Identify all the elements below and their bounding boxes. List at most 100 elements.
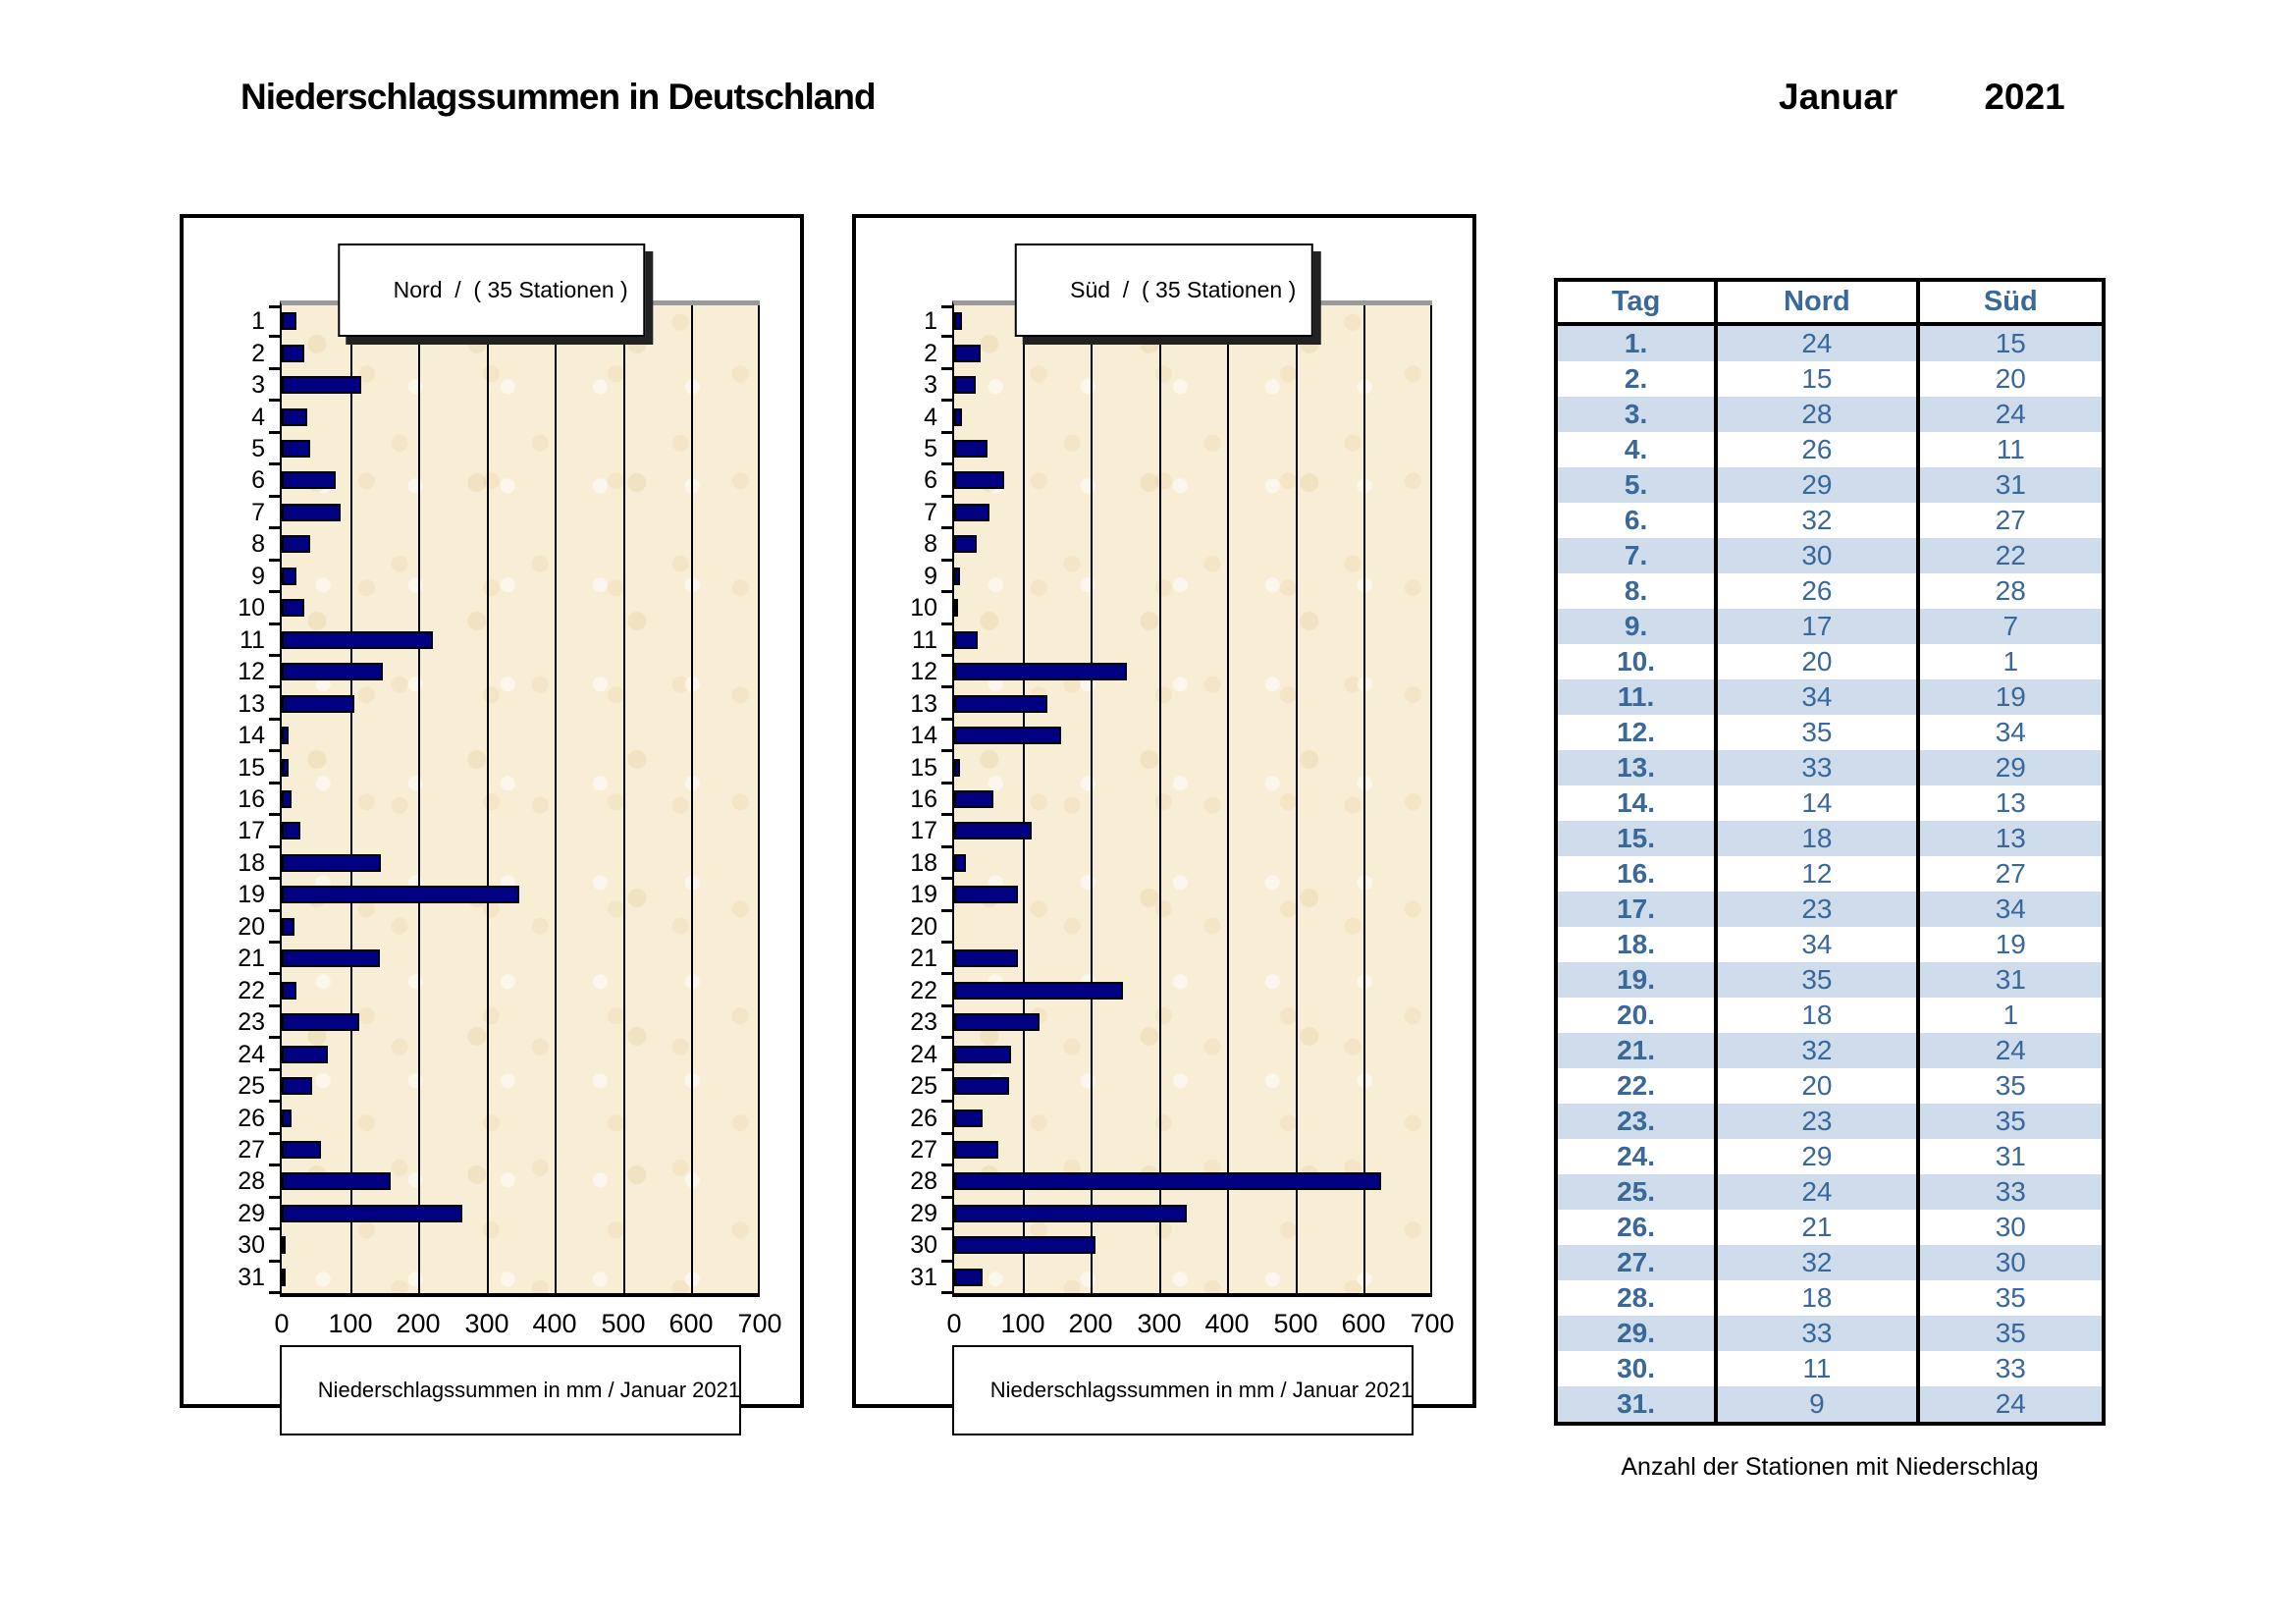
table-row: 20. 18 1 (1556, 998, 2104, 1033)
precipitation-bar (954, 854, 966, 872)
nord-count-cell: 26 (1714, 432, 1918, 467)
nord-count-cell: 28 (1714, 397, 1918, 432)
table-row: 26. 21 30 (1556, 1210, 2104, 1245)
precipitation-bar (282, 1013, 359, 1031)
day-cell: 15. (1556, 821, 1717, 856)
day-cell: 29. (1556, 1316, 1717, 1351)
sud-count-cell: 15 (1915, 324, 2104, 361)
precipitation-bar (954, 345, 981, 362)
table-row: 7. 30 22 (1556, 538, 2104, 573)
sud-axis-caption: Niederschlagssummen in mm / Januar 2021 (989, 1378, 1414, 1402)
nord-count-cell: 32 (1714, 1245, 1918, 1280)
table-row: 2. 15 20 (1556, 361, 2104, 397)
sud-count-cell: 31 (1915, 467, 2104, 503)
precipitation-bar (282, 1172, 391, 1190)
precipitation-bar (954, 535, 977, 553)
table-row: 28. 18 35 (1556, 1280, 2104, 1316)
day-axis-tick (941, 526, 954, 529)
value-axis-label: 600 (1341, 1309, 1386, 1338)
precipitation-bar (954, 759, 960, 777)
day-axis-tick (269, 1132, 282, 1135)
table-row: 17. 23 34 (1556, 892, 2104, 927)
value-axis-label: 100 (328, 1309, 373, 1338)
day-axis-tick (269, 718, 282, 721)
table-row: 1. 24 15 (1556, 324, 2104, 361)
day-axis-tick (269, 654, 282, 657)
day-axis-tick (941, 749, 954, 752)
day-cell: 7. (1556, 538, 1717, 573)
nord-count-cell: 26 (1714, 573, 1918, 609)
day-label: 5 (251, 435, 265, 462)
day-cell: 18. (1617, 929, 1656, 959)
nord-count-cell: 12 (1714, 856, 1918, 892)
gridline (1091, 305, 1093, 1293)
day-label: 12 (910, 658, 937, 685)
value-axis-label: 100 (1000, 1309, 1045, 1338)
table-row: 6. 32 27 (1556, 503, 2104, 538)
day-cell: 5. (1556, 467, 1717, 503)
table-row: 23. 23 35 (1556, 1104, 2104, 1139)
gridline (555, 305, 557, 1293)
value-axis-label: 700 (1410, 1309, 1455, 1338)
sud-count-cell: 35 (1915, 1280, 2104, 1316)
table-row: 29. 33 35 (1556, 1316, 2104, 1351)
sud-chart-title: Süd / ( 35 Stationen ) (1070, 277, 1297, 302)
day-axis-tick (269, 845, 282, 848)
day-label: 3 (251, 371, 265, 399)
sud-count-cell: 24 (1915, 1033, 2104, 1068)
table-row: 25. 24 33 (1556, 1174, 2104, 1210)
precipitation-bar (954, 504, 989, 521)
precipitation-bar (954, 471, 1004, 489)
day-cell: 9. (1556, 609, 1717, 644)
day-label: 25 (238, 1072, 265, 1100)
precipitation-bar (282, 1077, 312, 1095)
value-axis-label: 500 (601, 1309, 646, 1338)
table-row: 13. 33 29 (1556, 750, 2104, 785)
gridline (1296, 305, 1298, 1293)
day-cell: 8. (1624, 575, 1648, 606)
day-cell: 17. (1556, 892, 1717, 927)
day-axis-tick (269, 335, 282, 338)
precipitation-bar (954, 312, 962, 330)
day-cell: 24. (1617, 1141, 1656, 1171)
gridline (418, 305, 420, 1293)
day-axis-tick (269, 782, 282, 785)
day-axis-tick (941, 877, 954, 880)
sud-count-cell: 20 (1915, 361, 2104, 397)
day-axis-tick (269, 1036, 282, 1039)
table-caption: Anzahl der Stationen mit Niederschlag (1621, 1453, 2039, 1481)
day-axis-tick (941, 559, 954, 562)
day-axis-tick (269, 462, 282, 465)
day-axis-tick (941, 1291, 954, 1294)
precipitation-bar (282, 822, 300, 839)
day-label: 23 (910, 1008, 937, 1036)
day-axis-tick (269, 1227, 282, 1230)
value-axis-label: 200 (396, 1309, 441, 1338)
day-cell: 1. (1556, 324, 1717, 361)
value-axis-label: 300 (1137, 1309, 1182, 1338)
precipitation-bar (282, 440, 310, 458)
table-row: 19. 35 31 (1556, 962, 2104, 998)
value-axis-label: 700 (737, 1309, 782, 1338)
day-cell: 25. (1556, 1174, 1717, 1210)
nord-axis-caption-box: Niederschlagssummen in mm / Januar 2021 (280, 1345, 741, 1435)
precipitation-bar (282, 631, 433, 649)
table-header-cell: Nord (1714, 280, 1918, 326)
day-label: 18 (910, 849, 937, 877)
gridline (691, 305, 693, 1293)
value-axis-label: 0 (946, 1309, 962, 1338)
precipitation-bar (282, 504, 341, 521)
sud-chart-panel: Süd / ( 35 Stationen ) 1 2 3 4 5 6 7 8 9 10 11 12 13… (852, 214, 1476, 1435)
day-label: 5 (924, 435, 937, 462)
precipitation-bar (282, 727, 289, 744)
day-axis-tick (269, 305, 282, 308)
precipitation-bar (282, 918, 294, 936)
precipitation-bar (954, 790, 993, 808)
day-label: 3 (924, 371, 937, 399)
nord-count-cell: 24 (1714, 1174, 1918, 1210)
sud-count-cell: 35 (1915, 1316, 2104, 1351)
day-axis-tick (941, 590, 954, 593)
day-axis-tick (269, 399, 282, 402)
precipitation-bar (954, 440, 988, 458)
day-label: 1 (251, 307, 265, 335)
